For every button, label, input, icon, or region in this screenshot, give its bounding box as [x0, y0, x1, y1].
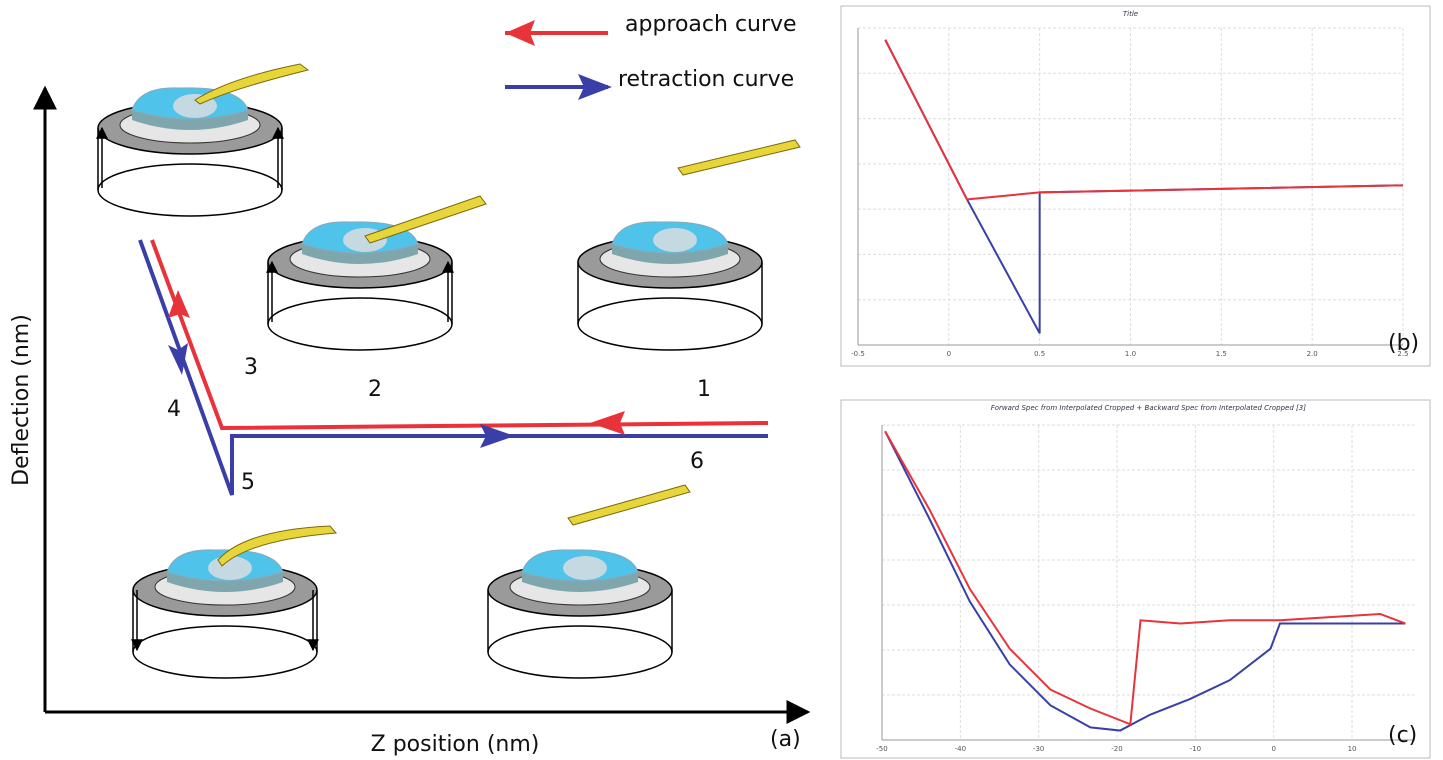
x-tick-label: 0.5 — [1034, 350, 1045, 358]
page: approach curve retraction curve 1 2 3 4 … — [0, 0, 1443, 760]
x-tick-label: 0 — [1271, 745, 1275, 753]
x-tick-label: -30 — [1033, 745, 1044, 753]
panel-a: approach curve retraction curve 1 2 3 4 … — [9, 12, 808, 757]
panel-c-frame — [841, 400, 1430, 758]
x-tick-label: 1.0 — [1125, 350, 1136, 358]
x-tick-label: -40 — [955, 745, 966, 753]
x-axis-label: Z position (nm) — [371, 732, 540, 757]
cantilever — [195, 64, 308, 104]
series-line — [885, 431, 1405, 730]
step-label: 2 — [368, 377, 382, 402]
x-tick-label: -0.5 — [851, 350, 865, 358]
step-label: 6 — [690, 449, 704, 474]
arrow — [590, 411, 625, 435]
cylinder-base — [98, 164, 282, 216]
x-tick-label: 0 — [947, 350, 951, 358]
step-label: 5 — [241, 470, 255, 495]
panel-label: (c) — [1388, 723, 1417, 748]
step-label: 3 — [244, 355, 258, 380]
x-tick-label: 1.5 — [1216, 350, 1227, 358]
figure: approach curve retraction curve 1 2 3 4 … — [0, 0, 1443, 760]
panel-label: (b) — [1388, 331, 1419, 356]
x-tick-label: -50 — [876, 745, 887, 753]
step-label: 1 — [697, 377, 711, 402]
x-tick-label: -10 — [1190, 745, 1201, 753]
series-line — [885, 40, 1403, 200]
step-label: 4 — [167, 397, 181, 422]
cantilever — [365, 196, 486, 243]
panel-label: (a) — [770, 727, 801, 752]
x-tick-label: 10 — [1348, 745, 1357, 753]
cylinder-base — [488, 626, 672, 678]
chart-title: Title — [1123, 10, 1138, 18]
cylinder-base — [268, 298, 452, 350]
x-tick-label: 2.0 — [1307, 350, 1318, 358]
y-axis-label: Deflection (nm) — [9, 314, 34, 486]
series-line — [885, 431, 1405, 724]
cantilever — [568, 485, 690, 525]
legend-label: retraction curve — [618, 67, 794, 92]
cylinder-base — [133, 626, 317, 678]
chart-title: Forward Spec from Interpolated Cropped +… — [991, 404, 1306, 412]
cantilever — [678, 140, 800, 175]
x-tick-label: -20 — [1111, 745, 1122, 753]
legend-label: approach curve — [625, 12, 797, 37]
cylinder-base — [578, 298, 762, 350]
sample-highlight — [563, 556, 607, 580]
sample-highlight — [653, 228, 697, 252]
